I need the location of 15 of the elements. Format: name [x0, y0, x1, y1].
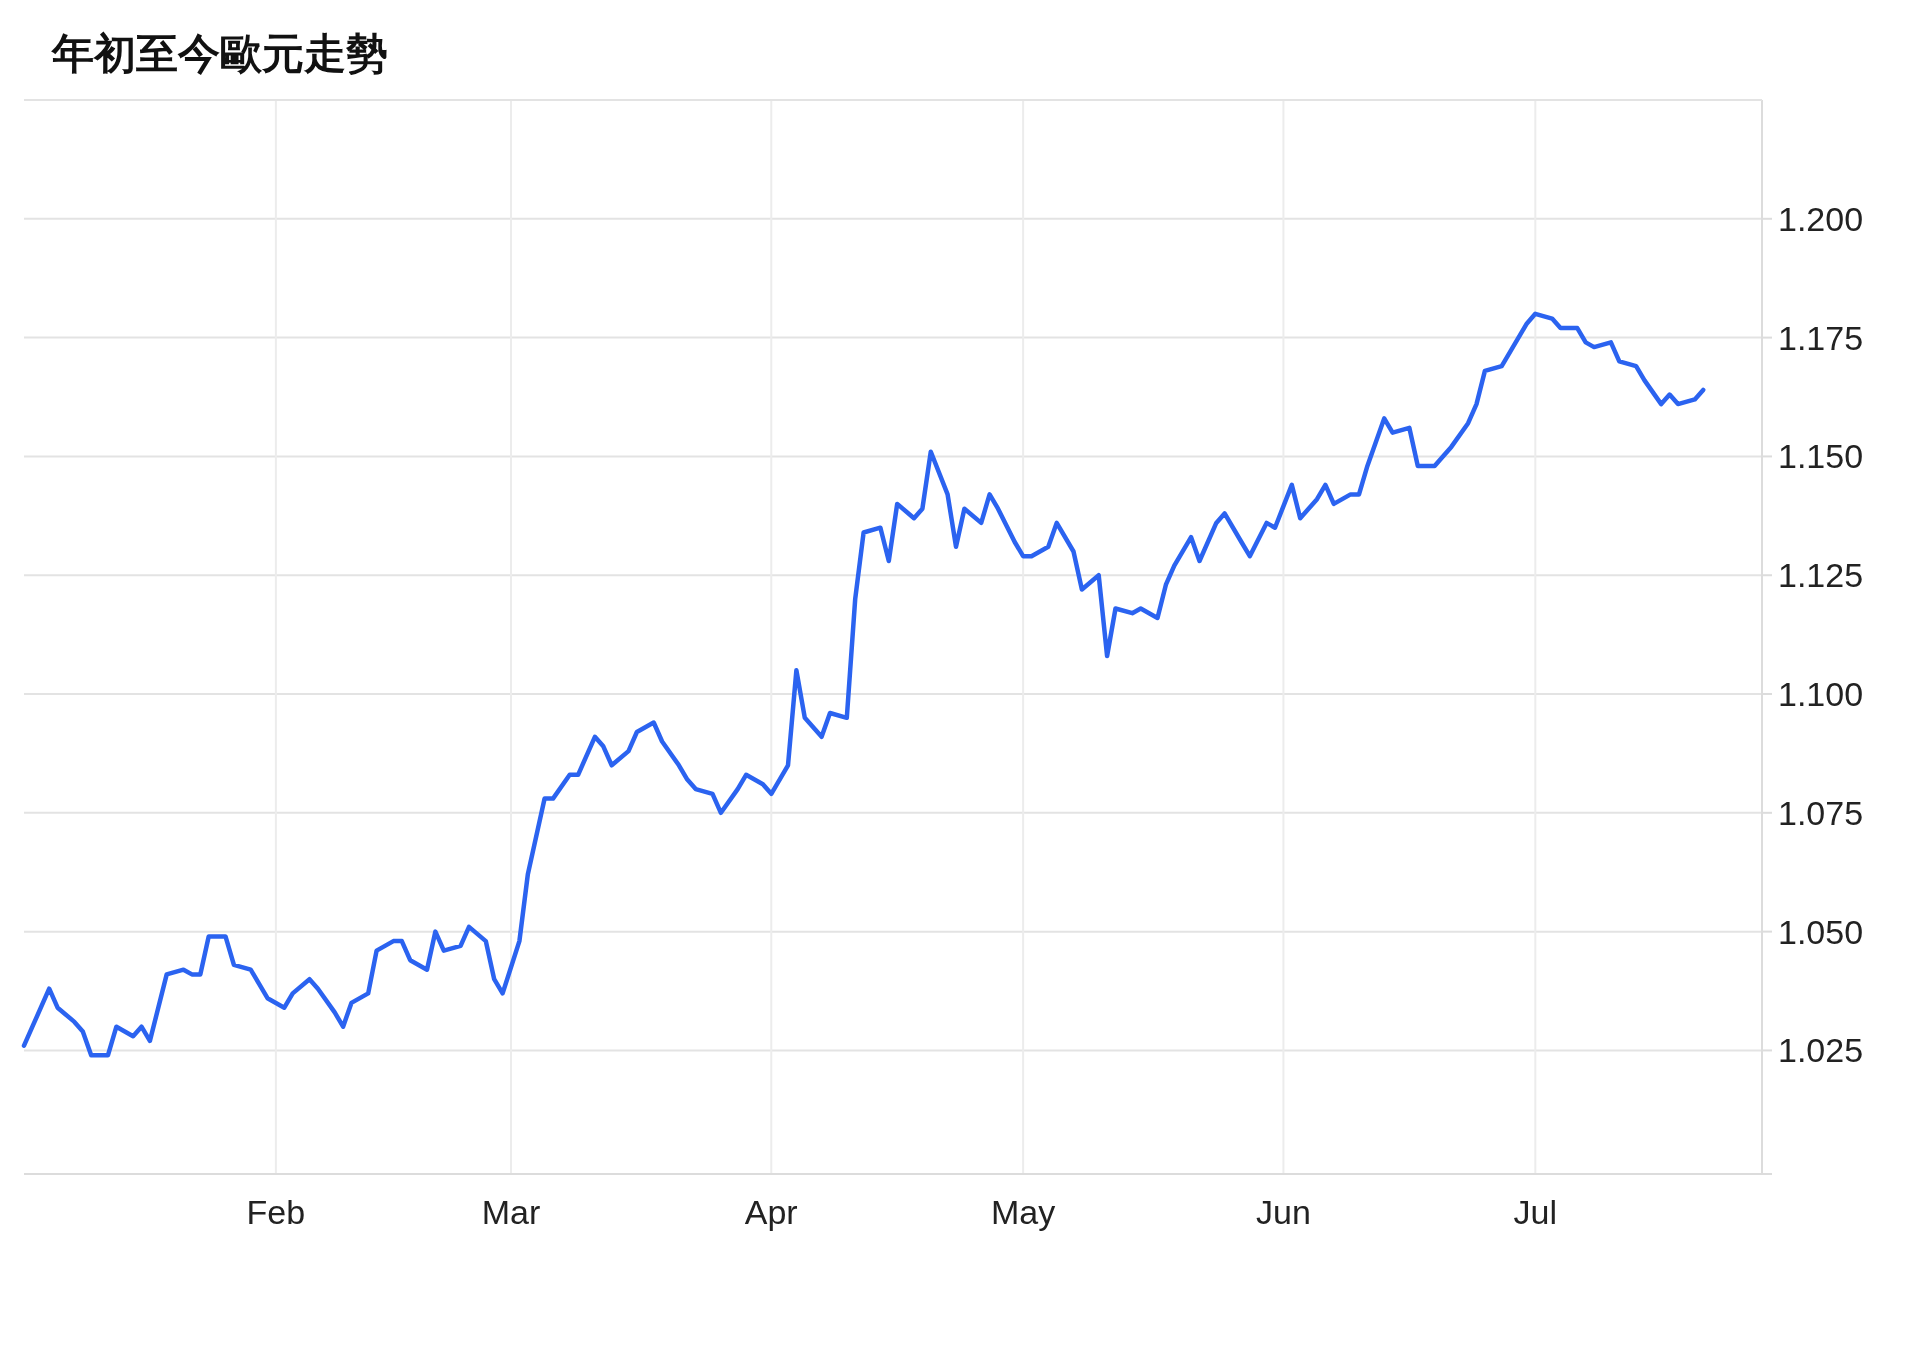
y-tick-label: 1.100 — [1778, 675, 1864, 714]
x-tick-label: Jun — [1256, 1193, 1311, 1231]
x-tick-label: Jul — [1513, 1193, 1558, 1231]
x-tick-label: Feb — [246, 1193, 306, 1231]
x-tick-label: Apr — [744, 1193, 798, 1231]
y-tick-label: 1.050 — [1778, 912, 1864, 951]
y-tick-label: 1.125 — [1778, 556, 1864, 595]
y-tick-label: 1.150 — [1778, 437, 1864, 476]
y-tick-label: 1.200 — [1778, 199, 1864, 238]
x-tick-label: Mar — [481, 1193, 541, 1231]
x-tick-label: May — [991, 1193, 1056, 1231]
y-tick-label: 1.175 — [1778, 318, 1864, 357]
y-tick-label: 1.025 — [1778, 1031, 1864, 1070]
y-tick-label: 1.075 — [1778, 793, 1864, 832]
chart-title: 年初至今歐元走勢 — [51, 29, 388, 78]
